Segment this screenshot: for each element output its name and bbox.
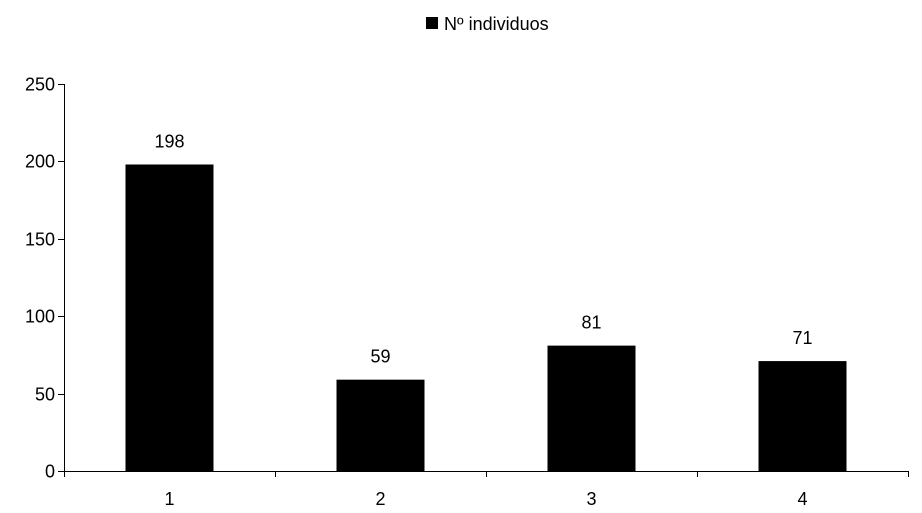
legend-label: Nº individuos <box>444 14 549 34</box>
x-tick-label: 4 <box>797 489 807 509</box>
y-tick-label: 250 <box>25 75 55 95</box>
x-tick-label: 1 <box>164 489 174 509</box>
legend-swatch <box>426 17 438 29</box>
y-tick-label: 150 <box>25 230 55 250</box>
data-label: 81 <box>581 313 601 333</box>
y-tick-label: 50 <box>35 385 55 405</box>
bars <box>125 164 847 471</box>
bar <box>125 164 214 471</box>
bar <box>758 361 847 471</box>
x-ticks: 1 2 3 4 <box>64 471 909 509</box>
data-labels: 198 59 81 71 <box>154 131 812 366</box>
bar <box>336 379 425 471</box>
y-tick-label: 100 <box>25 307 55 327</box>
x-tick-label: 3 <box>586 489 596 509</box>
legend: Nº individuos <box>426 14 549 34</box>
data-label: 71 <box>792 328 812 348</box>
x-tick-label: 2 <box>375 489 385 509</box>
y-ticks: 0 50 100 150 200 250 <box>25 75 64 482</box>
y-tick-label: 200 <box>25 152 55 172</box>
bar <box>547 345 636 471</box>
y-tick-label: 0 <box>45 462 55 482</box>
data-label: 198 <box>154 131 184 151</box>
data-label: 59 <box>370 347 390 367</box>
